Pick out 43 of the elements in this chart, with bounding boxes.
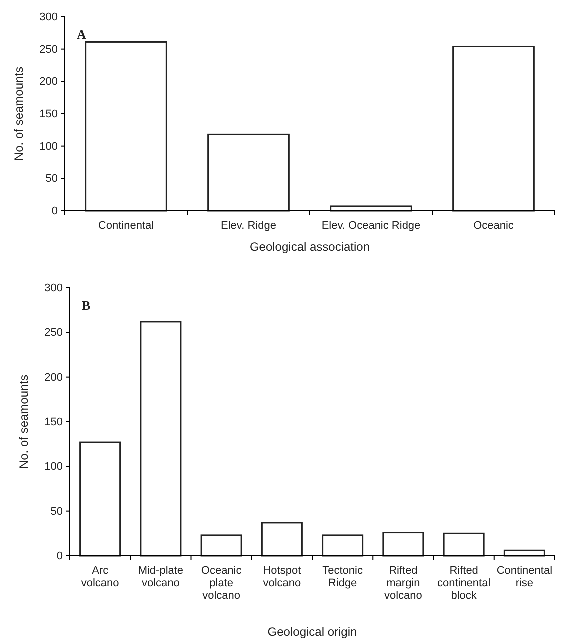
y-tick-label: 250 [44, 327, 63, 340]
bar [330, 206, 412, 212]
x-tick-label: Elev. Ridge [221, 220, 276, 232]
x-tick-label: Rifted continental block [437, 564, 491, 602]
y-tick-label: 100 [44, 461, 63, 474]
bar [208, 134, 290, 212]
x-tick-label: Tectonic Ridge [322, 564, 364, 590]
y-tick-label: 200 [40, 76, 58, 88]
y-axis-title: No. of seamounts [12, 66, 26, 162]
x-tick-label: Elev. Oceanic Ridge [322, 220, 421, 232]
bar [200, 534, 242, 557]
x-tick-label: Hotspot volcano [263, 564, 302, 590]
y-tick-label: 50 [46, 173, 58, 186]
y-tick-label: 250 [40, 44, 58, 56]
y-tick-label: 0 [56, 550, 63, 563]
bar [452, 46, 535, 212]
x-tick-label: Continental rise [496, 564, 553, 590]
bar [85, 41, 168, 212]
y-tick-label: 0 [52, 206, 58, 218]
x-tick-label: Oceanic plate volcano [201, 564, 242, 602]
y-tick-label: 100 [40, 140, 58, 153]
bar [80, 442, 122, 557]
bar [140, 321, 182, 557]
y-tick-label: 200 [44, 372, 63, 384]
annotation: A [77, 27, 87, 42]
annotation: B [82, 298, 91, 313]
x-tick-label: Mid-plate volcano [138, 564, 184, 590]
y-tick-label: 300 [44, 282, 63, 295]
x-tick-label: Oceanic [474, 220, 514, 232]
bar [322, 534, 364, 557]
y-tick-label: 300 [40, 12, 58, 24]
x-tick-label: Rifted margin volcano [384, 564, 422, 602]
x-axis-title: Geological association [250, 240, 370, 254]
y-tick-label: 150 [40, 108, 58, 121]
y-tick-label: 150 [44, 416, 63, 429]
x-axis-title: Geological origin [268, 625, 358, 639]
x-tick-label: Continental [98, 220, 154, 232]
bar [261, 522, 303, 557]
x-tick-label: Arc volcano [81, 564, 120, 590]
bar [382, 532, 424, 557]
bar [443, 532, 485, 557]
y-axis-title: No. of seamounts [17, 374, 31, 470]
y-tick-label: 50 [50, 506, 63, 518]
